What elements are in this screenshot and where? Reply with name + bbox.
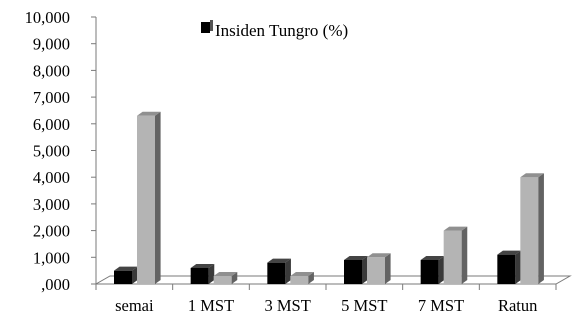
bar-series2 xyxy=(367,253,391,284)
bar-front xyxy=(520,177,539,284)
bar-front xyxy=(290,275,309,284)
y-tick-label: 10,000 xyxy=(25,8,70,27)
bar-front xyxy=(114,270,132,284)
bar-side xyxy=(208,263,215,284)
bar-top xyxy=(344,255,368,260)
bar-front xyxy=(344,259,362,284)
bar-top xyxy=(520,173,544,178)
legend-label: Insiden Tungro (%) xyxy=(215,21,348,40)
x-tick-label: 1 MST xyxy=(188,296,234,315)
label-layer: ,000 1,000 2,000 3,000 4,000 5,000 6,000 7,000 8… xyxy=(25,8,538,315)
bar-top xyxy=(137,111,161,116)
bar-series1 xyxy=(114,266,138,284)
bar-side xyxy=(231,271,238,284)
bar-series1 xyxy=(267,258,291,284)
y-tick-label: 2,000 xyxy=(33,222,70,241)
bar-side xyxy=(438,255,445,284)
bar-series2 xyxy=(290,271,314,284)
y-tick-label: 3,000 xyxy=(33,195,70,214)
y-tick-label: 5,000 xyxy=(33,142,70,161)
legend: Insiden Tungro (%) xyxy=(201,20,348,40)
bar-top xyxy=(114,266,138,271)
bar-top xyxy=(290,271,314,276)
y-tick-label: 1,000 xyxy=(33,248,70,267)
bar-series1 xyxy=(420,255,445,284)
bar-front xyxy=(497,254,516,284)
bar-side xyxy=(308,271,314,284)
bar-top xyxy=(267,258,291,263)
bar-top xyxy=(213,271,238,276)
bar-top xyxy=(420,255,445,260)
bar-side xyxy=(362,255,368,284)
bar-top xyxy=(190,263,215,268)
bar-series1 xyxy=(497,250,521,284)
x-tick-label: Ratun xyxy=(498,296,537,315)
axis-layer xyxy=(91,16,572,290)
y-tick-label: 6,000 xyxy=(33,115,70,134)
y-tick-label: ,000 xyxy=(41,275,70,294)
bar-front xyxy=(213,275,232,284)
bar-series2 xyxy=(213,271,238,284)
x-tick-label: semai xyxy=(115,296,154,315)
bar-front xyxy=(443,230,462,284)
legend-swatch xyxy=(201,22,210,33)
x-tick-label: 3 MST xyxy=(265,296,311,315)
bar-front xyxy=(190,267,209,284)
bar-front xyxy=(420,259,439,284)
bar-side xyxy=(285,258,291,284)
bar-series1 xyxy=(190,263,215,284)
bar-top xyxy=(367,253,391,258)
bar-side xyxy=(132,266,138,284)
x-tick-label: 7 MST xyxy=(418,296,464,315)
y-tick-label: 8,000 xyxy=(33,61,70,80)
x-tick-label: 5 MST xyxy=(341,296,387,315)
bar-side xyxy=(385,253,391,284)
bar-series2 xyxy=(137,111,161,284)
bar-side xyxy=(515,250,521,284)
legend-swatch-side xyxy=(210,20,213,31)
bar-series2 xyxy=(520,173,544,284)
bar-side xyxy=(538,173,544,284)
bar-top xyxy=(443,226,468,231)
bar-front xyxy=(267,262,286,284)
y-tick-label: 9,000 xyxy=(33,35,70,54)
bar-front xyxy=(137,115,155,284)
bar-side xyxy=(155,111,161,284)
bar-layer xyxy=(114,111,544,284)
y-tick-label: 7,000 xyxy=(33,88,70,107)
y-tick-label: 4,000 xyxy=(33,168,70,187)
bar-side xyxy=(461,226,468,284)
bar-series2 xyxy=(443,226,468,284)
bar-top xyxy=(497,250,521,255)
bar-front xyxy=(367,257,385,284)
bar-series1 xyxy=(344,255,368,284)
